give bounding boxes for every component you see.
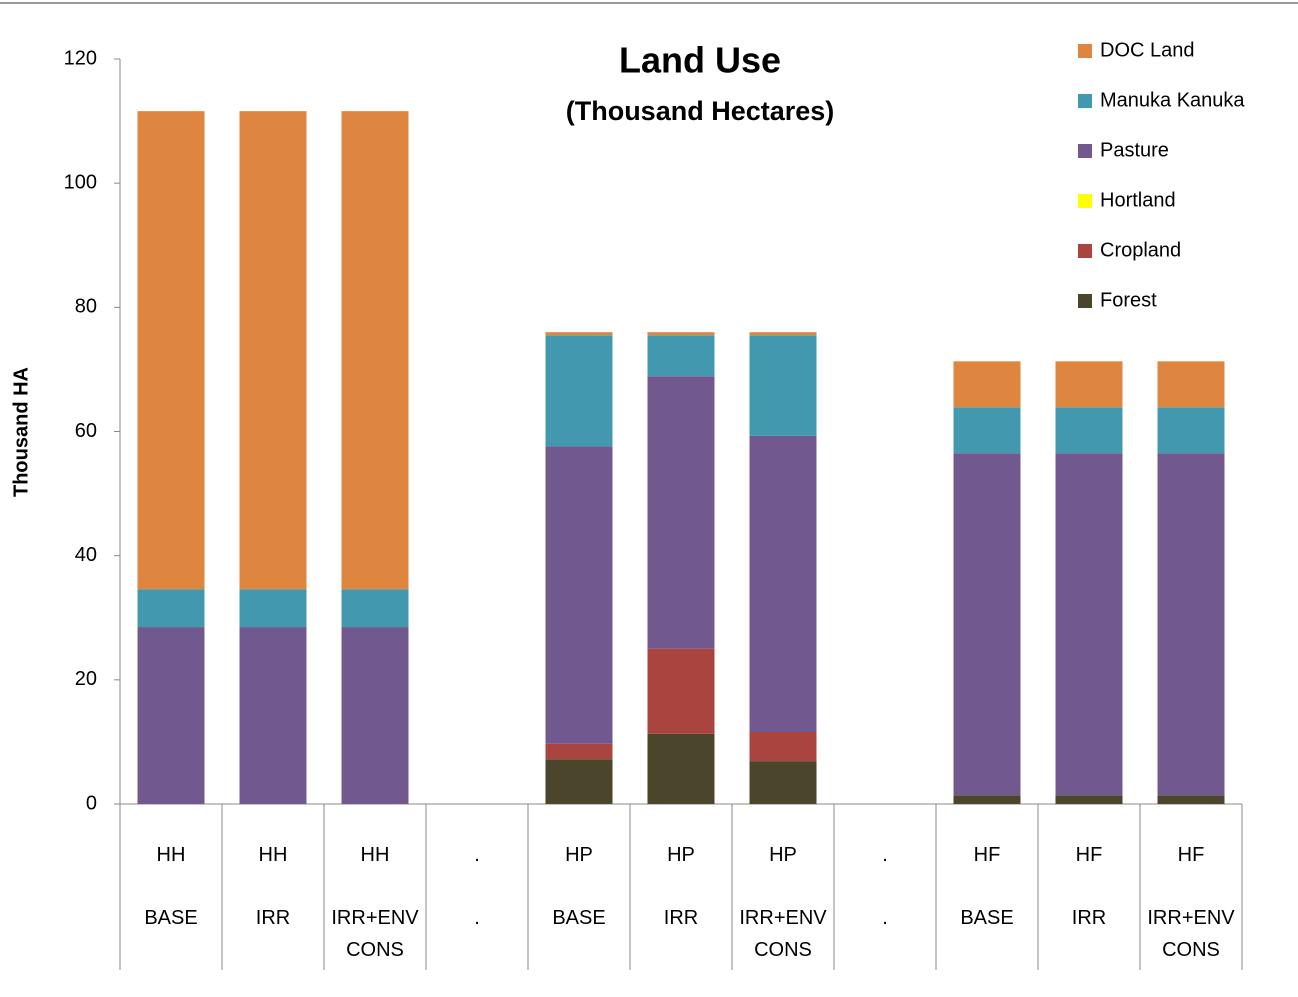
bar-segment	[647, 376, 715, 649]
bar-segment	[1055, 361, 1123, 408]
bar-segment	[239, 627, 307, 804]
category-label: .	[882, 907, 888, 929]
bar-segment	[749, 332, 817, 336]
bar-segment	[749, 435, 817, 732]
bar-segment	[749, 761, 817, 804]
bar-segment	[1055, 453, 1123, 796]
bar-segment	[545, 446, 613, 744]
y-tick-label: 80	[75, 296, 97, 318]
legend-label: DOC Land	[1100, 39, 1195, 61]
bar-segment	[545, 335, 613, 447]
category-label: HP	[769, 844, 797, 866]
category-label: HP	[667, 844, 695, 866]
y-tick-label: 40	[75, 544, 97, 566]
bar-segment	[749, 731, 817, 762]
y-tick-label: 20	[75, 668, 97, 690]
category-label: HH	[360, 844, 390, 866]
category-label: HH	[156, 844, 186, 866]
category-label: IRR	[255, 907, 291, 929]
bar-segment	[749, 335, 817, 436]
chart-title: Land Use	[619, 40, 781, 81]
legend-swatch	[1078, 94, 1092, 108]
legend-label: Forest	[1100, 289, 1157, 311]
legend-swatch	[1078, 244, 1092, 258]
y-axis-label: Thousand HA	[10, 367, 32, 497]
category-label: IRR	[1071, 907, 1107, 929]
bar-segment	[1157, 453, 1225, 796]
category-label: BASE	[960, 907, 1014, 929]
bar-segment	[137, 589, 205, 628]
category-label: HF	[973, 844, 1001, 866]
category-label: BASE	[552, 907, 606, 929]
legend-swatch	[1078, 194, 1092, 208]
y-tick-label: 100	[64, 171, 97, 193]
bar-segment	[341, 627, 409, 804]
bar-segment	[647, 335, 715, 377]
bar-segment	[239, 589, 307, 628]
category-label: IRR+ENV CONS	[739, 907, 827, 961]
category-label: IRR+ENV CONS	[331, 907, 419, 961]
category-label: HF	[1177, 844, 1205, 866]
category-label: IRR+ENV CONS	[1147, 907, 1235, 961]
bar-segment	[341, 589, 409, 628]
bar-segment	[1055, 407, 1123, 454]
category-label: IRR	[663, 907, 699, 929]
legend-swatch	[1078, 294, 1092, 308]
bar-segment	[953, 407, 1021, 454]
legend-label: Cropland	[1100, 239, 1181, 261]
legend-label: Manuka Kanuka	[1100, 89, 1245, 111]
bar-segment	[239, 111, 307, 590]
y-tick-label: 120	[64, 47, 97, 69]
bar-segment	[1157, 361, 1225, 408]
bar-segment	[647, 733, 715, 804]
bar-segment	[953, 795, 1021, 804]
y-tick-label: 0	[86, 792, 97, 814]
bar-segment	[647, 648, 715, 734]
category-label: .	[474, 844, 480, 866]
bar-segment	[341, 111, 409, 590]
bar-segment	[1157, 795, 1225, 804]
bar-segment	[545, 332, 613, 336]
bar-segment	[137, 111, 205, 590]
bar-segment	[545, 743, 613, 760]
bar-segment	[647, 332, 715, 336]
bar-segment	[953, 453, 1021, 796]
chart-subtitle: (Thousand Hectares)	[566, 96, 835, 126]
y-tick-label: 60	[75, 420, 97, 442]
legend-label: Pasture	[1100, 139, 1169, 161]
category-label: HH	[258, 844, 288, 866]
category-label: .	[474, 907, 480, 929]
category-label: .	[882, 844, 888, 866]
bar-segment	[545, 759, 613, 804]
bar-segment	[953, 361, 1021, 408]
bar-segment	[137, 627, 205, 804]
category-label: HF	[1075, 844, 1103, 866]
legend-swatch	[1078, 44, 1092, 58]
legend-swatch	[1078, 144, 1092, 158]
category-label: HP	[565, 844, 593, 866]
bar-segment	[1055, 795, 1123, 804]
category-label: BASE	[144, 907, 198, 929]
bar-segment	[1157, 407, 1225, 454]
legend-label: Hortland	[1100, 189, 1176, 211]
